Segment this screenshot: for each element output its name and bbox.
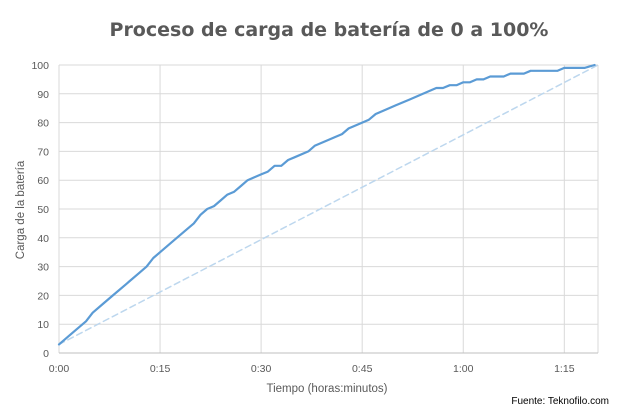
y-tick-label: 10: [37, 319, 49, 331]
y-tick-label: 100: [31, 60, 49, 72]
y-axis-label: Carga de la batería: [15, 160, 27, 259]
y-tick-label: 90: [37, 89, 49, 101]
series-layer: [57, 63, 599, 346]
x-tick-label: 1:15: [554, 363, 575, 375]
x-tick-label: 1:00: [453, 363, 474, 375]
y-tick-label: 20: [37, 290, 49, 302]
y-tick-label: 40: [37, 233, 49, 245]
gridlines: [58, 64, 599, 353]
x-tick-label: 0:15: [150, 363, 171, 375]
x-axis-label: Tiempo (horas:minutos): [266, 383, 387, 395]
x-axis: 0:00 0:15 0:30 0:45 1:00 1:15: [49, 352, 598, 375]
x-tick-label: 0:30: [251, 363, 272, 375]
y-tick-label: 30: [37, 262, 49, 274]
y-axis: 0 10 20 30 40 50 60 70 80 90 100: [31, 60, 49, 360]
y-tick-label: 80: [37, 118, 49, 130]
source-note: Fuente: Teknofilo.com: [511, 396, 609, 407]
charge-line-series: [57, 63, 596, 346]
chart-title: Proceso de carga de batería de 0 a 100%: [110, 19, 549, 41]
reference-line-series: [58, 64, 599, 346]
y-tick-label: 0: [43, 348, 49, 360]
y-tick-label: 70: [37, 146, 49, 158]
x-tick-label: 0:45: [352, 363, 373, 375]
x-tick-label: 0:00: [49, 363, 70, 375]
y-tick-label: 60: [37, 175, 49, 187]
y-tick-label: 50: [37, 204, 49, 216]
